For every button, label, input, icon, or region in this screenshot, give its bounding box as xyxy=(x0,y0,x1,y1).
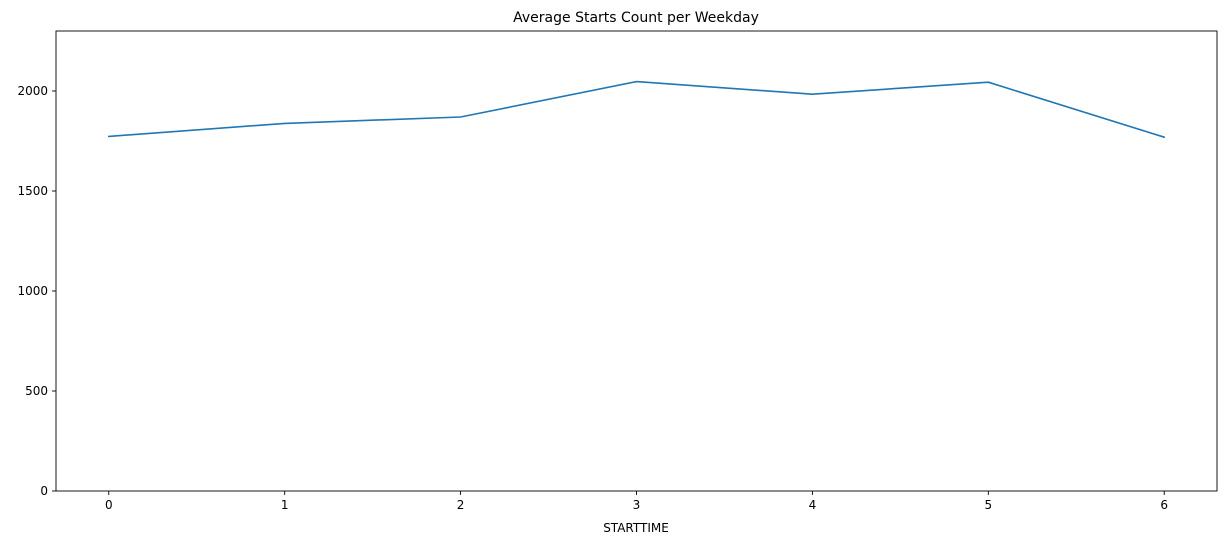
x-tick-label: 4 xyxy=(809,498,817,512)
y-tick-label: 0 xyxy=(40,484,48,498)
chart-title: Average Starts Count per Weekday xyxy=(513,10,759,26)
x-tick-label: 6 xyxy=(1160,498,1168,512)
x-tick-label: 1 xyxy=(281,498,289,512)
y-tick-label: 1500 xyxy=(17,184,48,198)
axes-frame xyxy=(55,30,1218,492)
x-tick-label: 0 xyxy=(105,498,113,512)
plot-area xyxy=(107,80,1166,138)
y-tick-label: 500 xyxy=(25,384,48,398)
axes: 0 1 2 3 4 5 6 0 500 1000 1500 2000 xyxy=(17,84,1168,512)
x-tick-label: 5 xyxy=(984,498,992,512)
x-tick-label: 3 xyxy=(633,498,641,512)
y-tick-label: 2000 xyxy=(17,84,48,98)
series-line xyxy=(107,80,1166,138)
y-tick-label: 1000 xyxy=(17,284,48,298)
x-axis-label: STARTTIME xyxy=(603,521,669,535)
x-tick-label: 2 xyxy=(457,498,465,512)
